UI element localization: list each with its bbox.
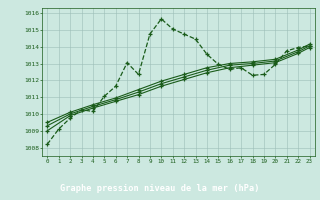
Text: Graphe pression niveau de la mer (hPa): Graphe pression niveau de la mer (hPa) — [60, 184, 260, 193]
